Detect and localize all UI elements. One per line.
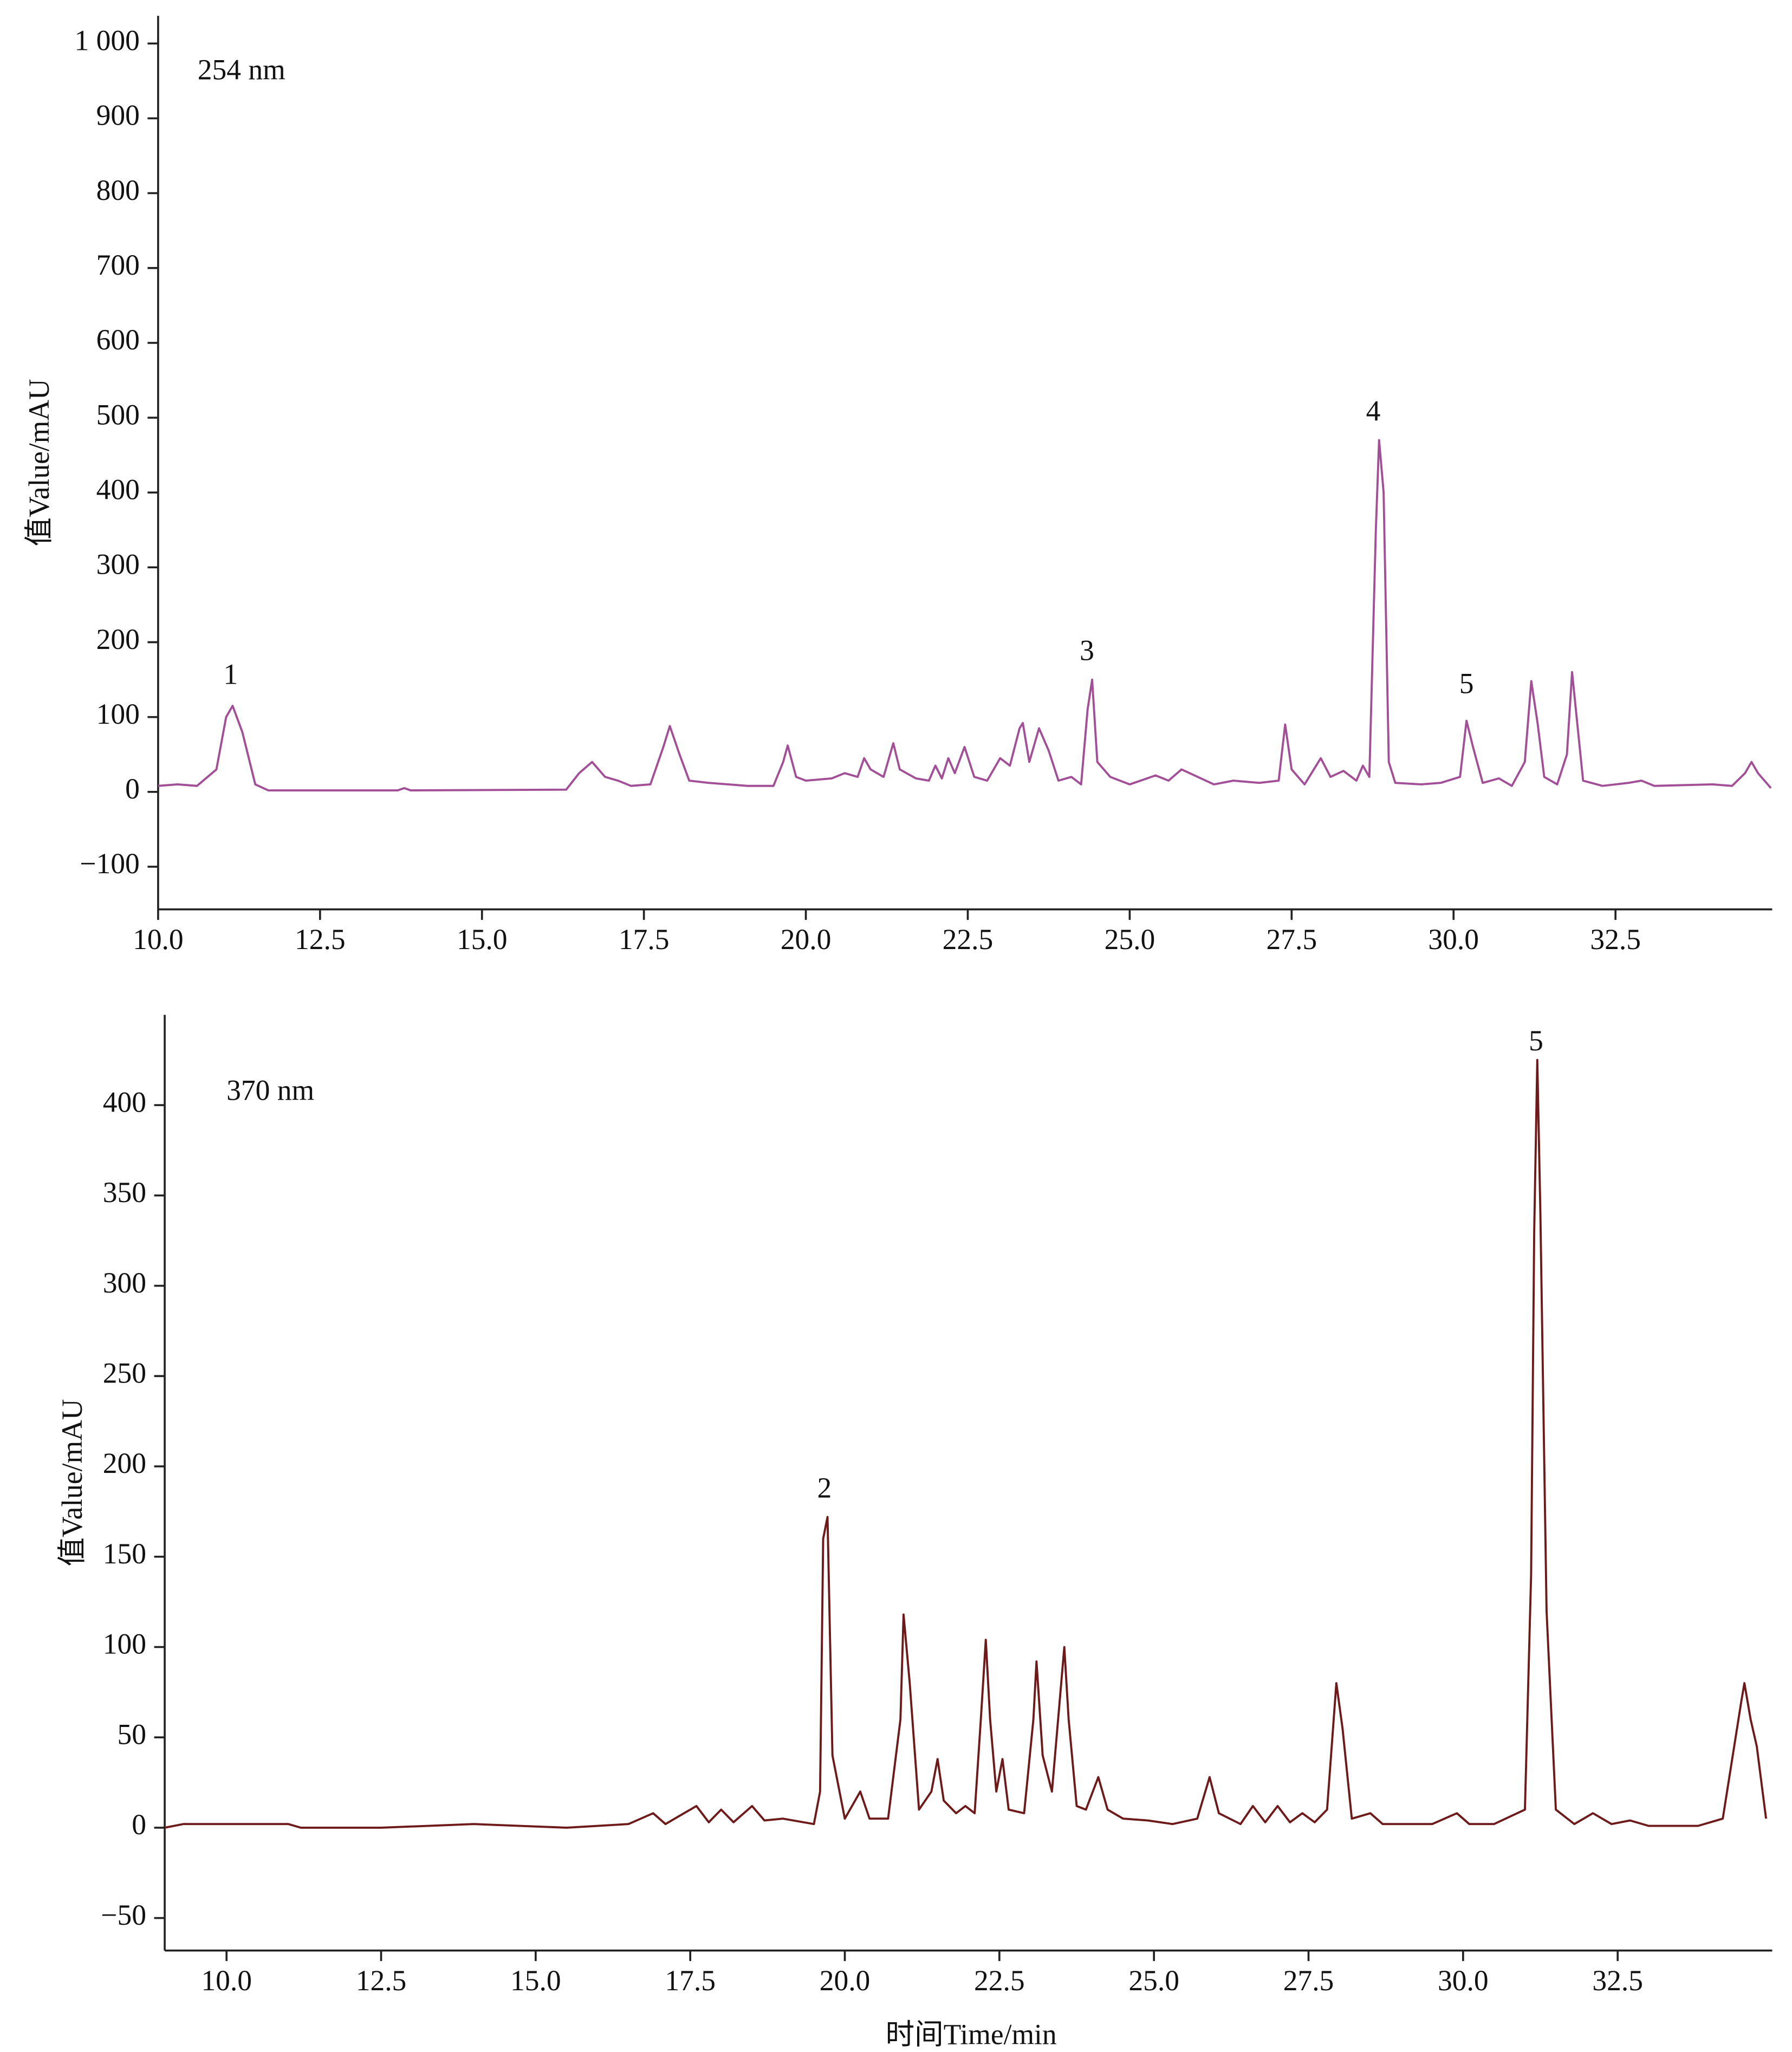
y-tick-label: 300: [96, 548, 140, 581]
y-tick-label: 0: [125, 772, 140, 805]
y-tick-label: 150: [103, 1537, 146, 1570]
y-tick-label: 1 000: [74, 24, 139, 57]
y-tick-label: 200: [103, 1447, 146, 1479]
x-tick-label: 30.0: [1428, 923, 1479, 956]
y-tick-label: 0: [132, 1808, 146, 1841]
y-tick-label: −50: [101, 1899, 146, 1931]
y-tick-label: 400: [96, 473, 140, 505]
y-tick-label: 200: [96, 623, 140, 655]
x-tick-label: 15.0: [457, 923, 508, 956]
y-axis-label: 值Value/mAU: [23, 379, 55, 546]
y-tick-label: 50: [117, 1718, 146, 1750]
x-tick-label: 27.5: [1267, 923, 1317, 956]
x-tick-label: 32.5: [1592, 1964, 1643, 1997]
y-tick-label: 700: [96, 249, 140, 281]
y-tick-label: −100: [80, 847, 139, 880]
peak-label: 5: [1459, 667, 1474, 699]
x-tick-label: 20.0: [781, 923, 832, 956]
y-tick-label: 350: [103, 1176, 146, 1209]
panel-label: 254 nm: [198, 53, 285, 86]
y-tick-label: 500: [96, 398, 140, 431]
x-tick-label: 10.0: [133, 923, 184, 956]
x-tick-label: 25.0: [1105, 923, 1155, 956]
chromatogram-line: [164, 1059, 1768, 1829]
x-tick-label: 10.0: [201, 1964, 252, 1997]
y-tick-label: 400: [103, 1086, 146, 1118]
x-tick-label: 17.5: [619, 923, 670, 956]
y-tick-label: 300: [103, 1267, 146, 1299]
x-tick-label: 17.5: [665, 1964, 716, 1997]
x-tick-label: 25.0: [1128, 1964, 1179, 1997]
y-tick-label: 100: [103, 1628, 146, 1660]
x-tick-label: 30.0: [1438, 1964, 1489, 1997]
y-tick-label: 600: [96, 323, 140, 356]
chromatogram-line: [158, 439, 1772, 791]
y-tick-label: 900: [96, 99, 140, 132]
x-tick-label: 12.5: [295, 923, 346, 956]
x-tick-label: 32.5: [1590, 923, 1641, 956]
x-tick-label: 20.0: [820, 1964, 871, 1997]
x-tick-label: 22.5: [974, 1964, 1025, 1997]
x-axis-label: 时间Time/min: [886, 2018, 1057, 2051]
y-tick-label: 100: [96, 698, 140, 730]
x-tick-label: 12.5: [356, 1964, 407, 1997]
x-tick-label: 15.0: [510, 1964, 561, 1997]
y-tick-label: 800: [96, 174, 140, 206]
peak-label: 5: [1529, 1024, 1543, 1057]
peak-label: 4: [1366, 394, 1381, 427]
x-tick-label: 22.5: [943, 923, 994, 956]
peak-label: 1: [223, 658, 238, 691]
y-axis-label: 值Value/mAU: [56, 1399, 88, 1566]
x-tick-label: 27.5: [1283, 1964, 1334, 1997]
y-tick-label: 250: [103, 1357, 146, 1389]
panel-label: 370 nm: [226, 1074, 314, 1107]
peak-label: 2: [817, 1471, 832, 1504]
peak-label: 3: [1080, 634, 1094, 666]
